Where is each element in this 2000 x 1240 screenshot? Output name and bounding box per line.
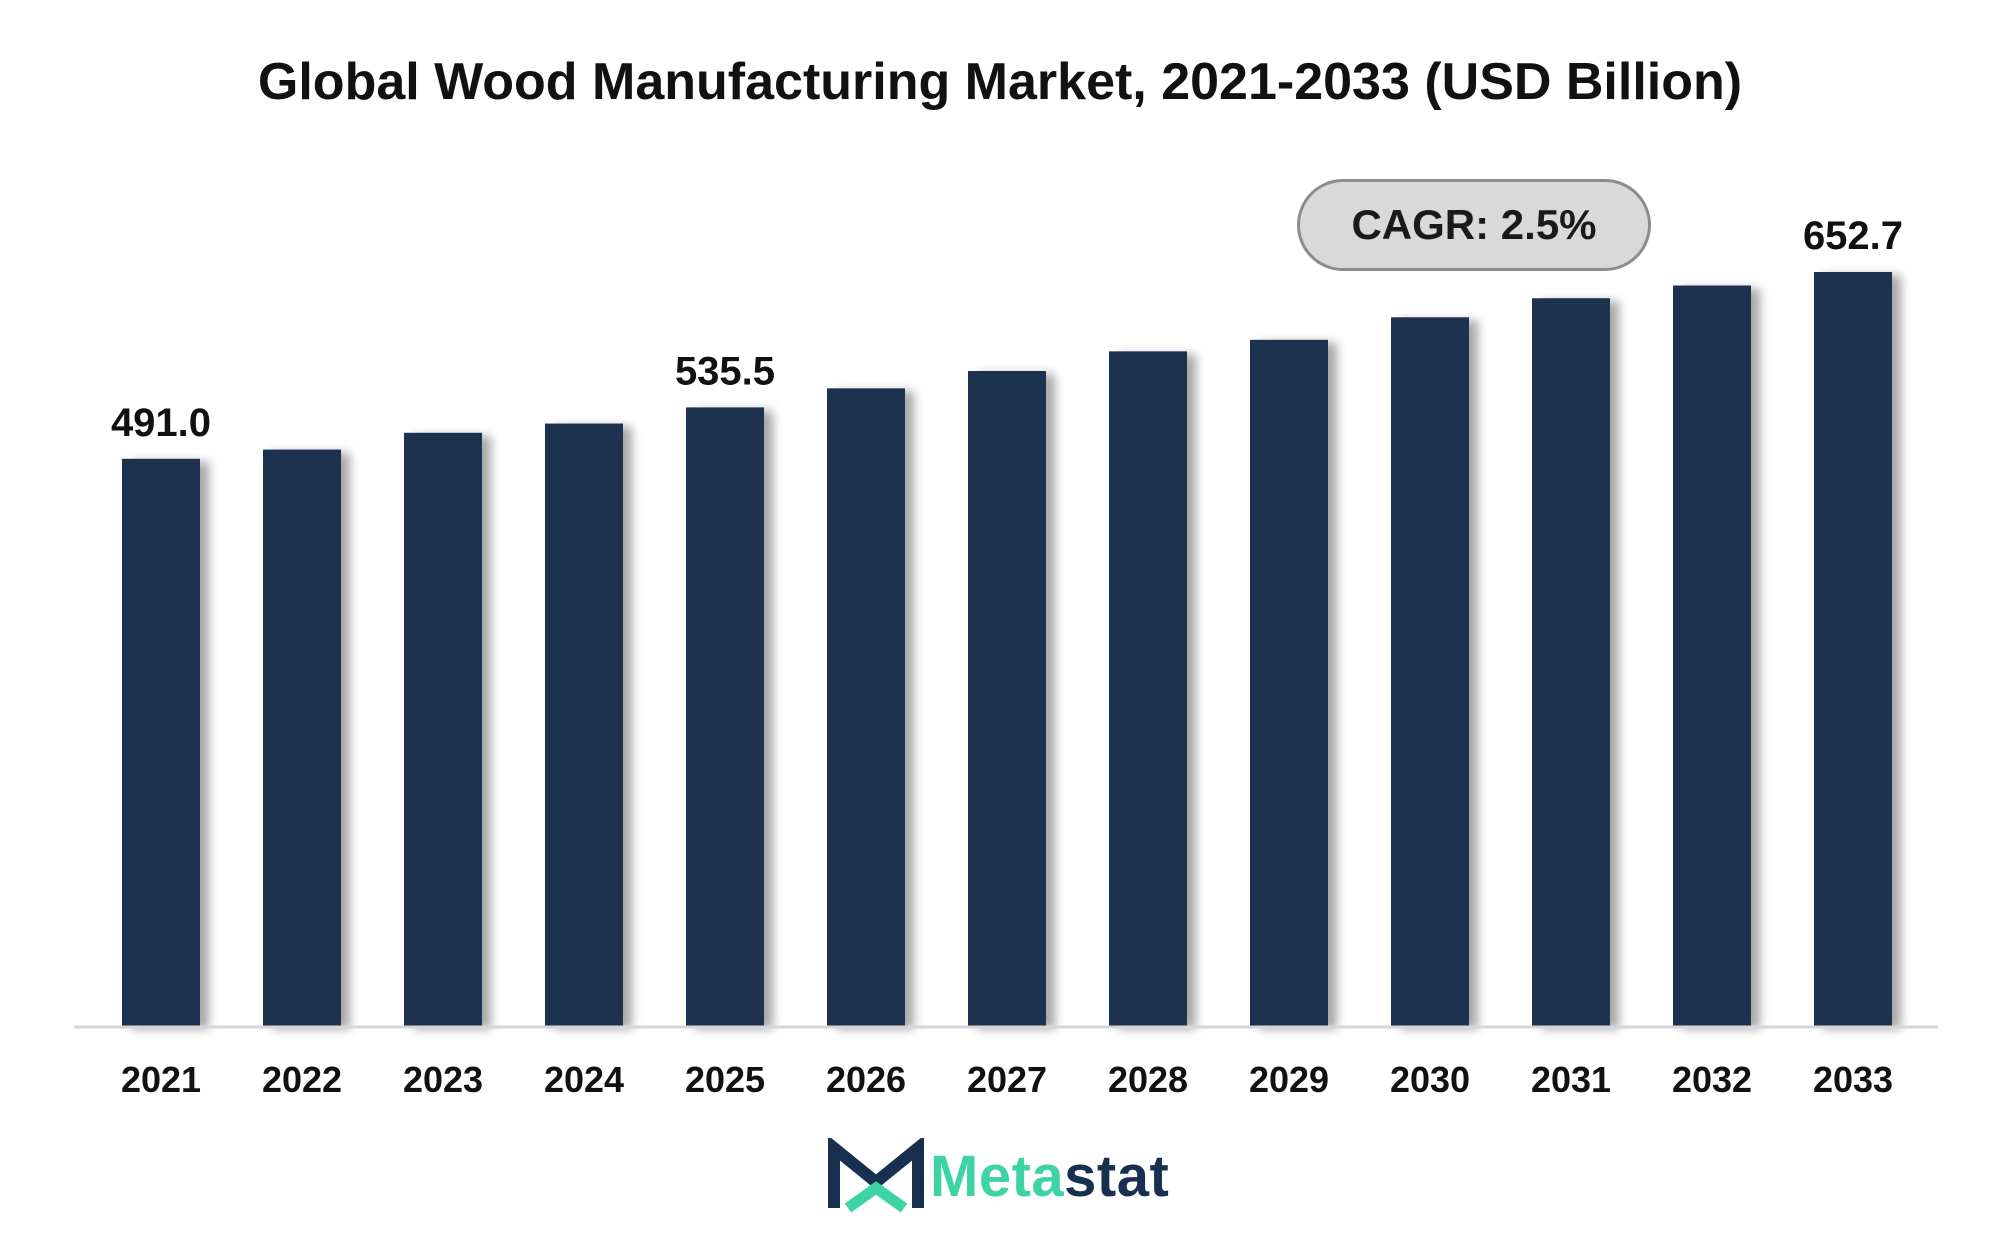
bar-2027 <box>968 371 1046 1027</box>
data-label-2021: 491.0 <box>111 401 211 445</box>
logo-text-meta: Meta <box>930 1143 1065 1209</box>
bar-2021 <box>122 458 200 1026</box>
bar-2026 <box>827 388 905 1026</box>
x-tick-label-2030: 2030 <box>1390 1059 1470 1100</box>
x-tick-label-2024: 2024 <box>544 1059 624 1100</box>
metastat-logo-icon <box>828 1138 924 1213</box>
x-tick-label-2028: 2028 <box>1108 1059 1188 1100</box>
x-tick-label-2029: 2029 <box>1249 1059 1329 1100</box>
x-tick-label-2025: 2025 <box>685 1059 765 1100</box>
bar-2030 <box>1391 317 1469 1026</box>
cagr-badge: CAGR: 2.5% <box>1297 179 1651 271</box>
bar-2022 <box>263 449 341 1027</box>
metastat-logo: Metastat <box>828 1138 1169 1214</box>
data-label-2033: 652.7 <box>1803 214 1903 258</box>
bar-2028 <box>1109 351 1187 1027</box>
x-tick-label-2023: 2023 <box>403 1059 483 1100</box>
x-tick-label-2032: 2032 <box>1672 1059 1752 1100</box>
bar-2025 <box>686 407 764 1026</box>
x-tick-label-2031: 2031 <box>1531 1059 1611 1100</box>
x-tick-label-2026: 2026 <box>826 1059 906 1100</box>
logo-text-stat: stat <box>1064 1143 1170 1209</box>
chart-title: Global Wood Manufacturing Market, 2021-2… <box>257 53 1743 111</box>
bar-2033 <box>1814 272 1892 1026</box>
bar-2032 <box>1673 285 1751 1026</box>
x-tick-label-2022: 2022 <box>262 1059 342 1100</box>
data-label-2025: 535.5 <box>675 349 775 393</box>
x-tick-labels: 2021 2022 2023 2024 2025 2026 2027 2028 2029 2030… <box>121 1059 1893 1100</box>
bar-2024 <box>545 423 623 1026</box>
x-tick-label-2027: 2027 <box>967 1059 1047 1100</box>
bar-2031 <box>1532 298 1610 1026</box>
bar-2029 <box>1250 339 1328 1027</box>
data-labels: 491.0 535.5 652.7 <box>111 214 1903 445</box>
bars-group <box>122 272 1892 1027</box>
x-tick-label-2021: 2021 <box>121 1059 201 1100</box>
bar-2023 <box>404 432 482 1026</box>
x-tick-label-2033: 2033 <box>1813 1059 1893 1100</box>
